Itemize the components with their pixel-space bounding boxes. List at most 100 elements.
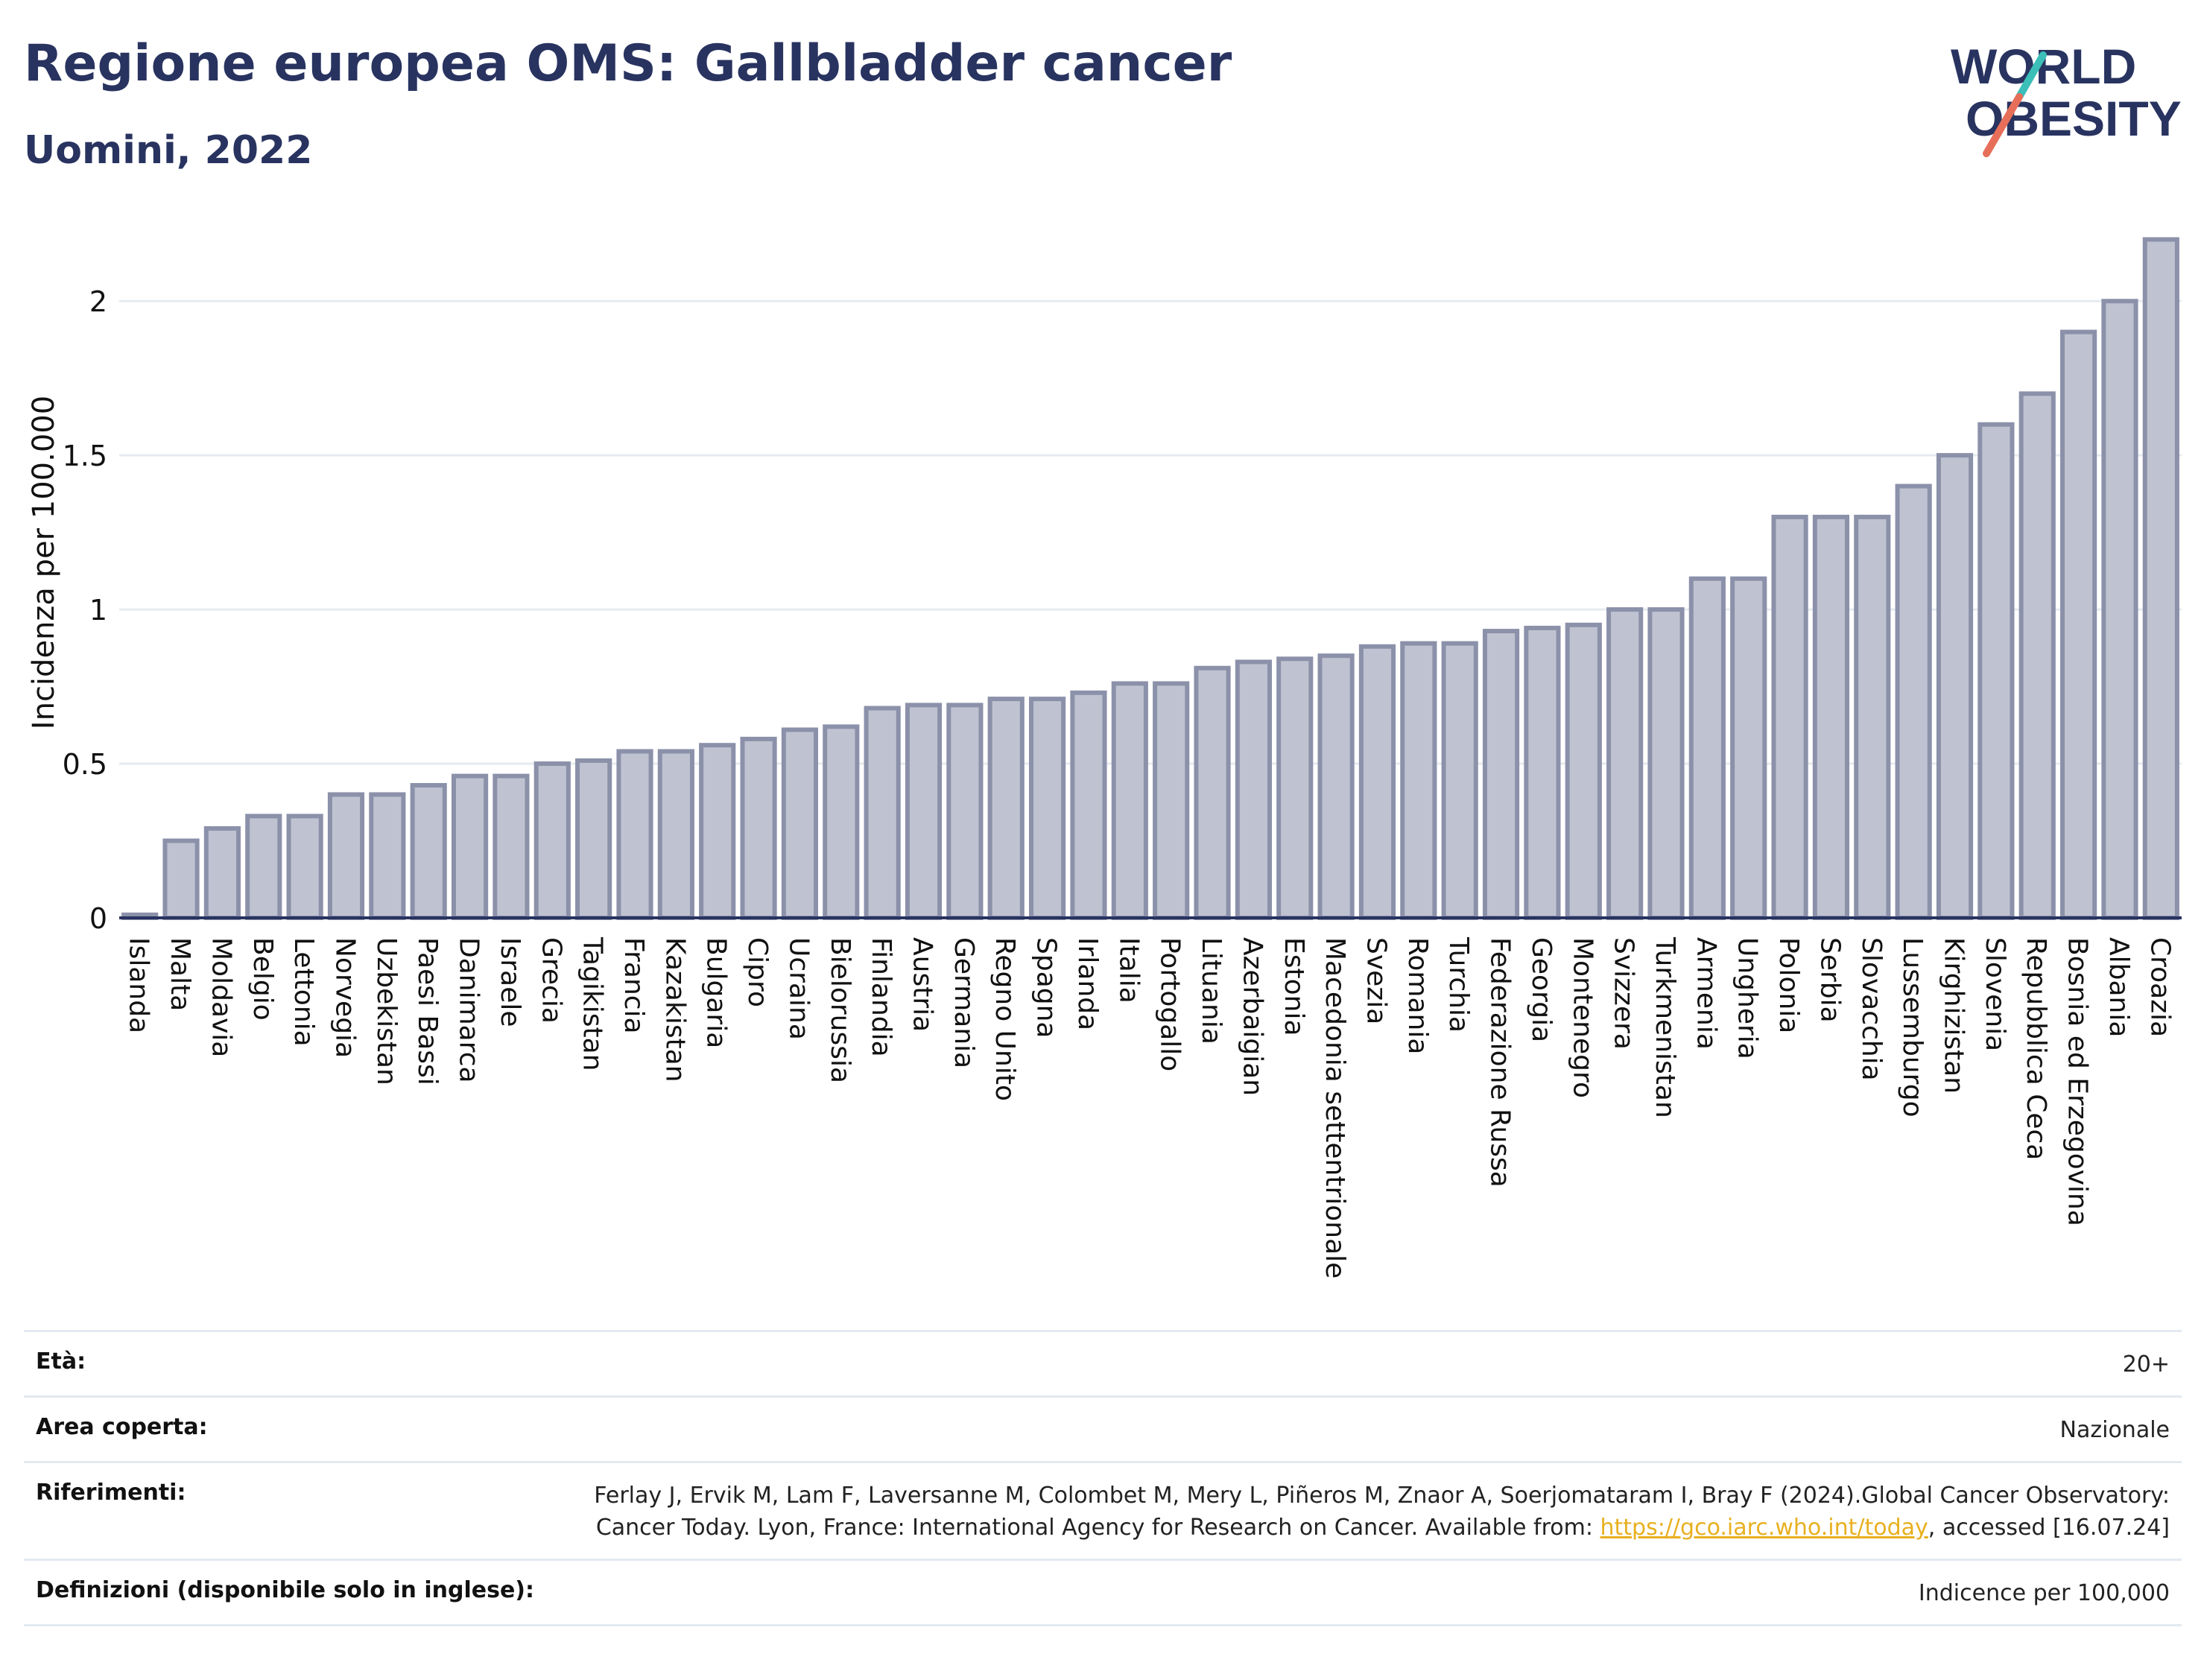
bar[interactable] xyxy=(1029,697,1066,921)
x-tick-label: Portogallo xyxy=(1155,937,1185,1071)
x-tick-label: Armenia xyxy=(1691,937,1721,1050)
x-tick-label: Ucraina xyxy=(783,937,814,1040)
x-tick-label: Azerbaigian xyxy=(1237,937,1267,1096)
bar[interactable] xyxy=(616,749,653,920)
x-tick-label: Romania xyxy=(1402,937,1433,1054)
meta-label-references: Riferimenti: xyxy=(36,1480,186,1506)
bar[interactable] xyxy=(286,814,323,920)
chart-title: Regione europea OMS: Gallbladder cancer xyxy=(24,34,1232,93)
meta-label-area: Area coperta: xyxy=(36,1414,208,1440)
x-tick-label: Svezia xyxy=(1361,937,1391,1024)
bar[interactable] xyxy=(1317,653,1355,920)
bar[interactable] xyxy=(946,703,984,921)
bar[interactable] xyxy=(1441,641,1478,920)
bar[interactable] xyxy=(327,792,365,921)
x-tick-label: Norvegia xyxy=(329,937,360,1058)
logo-word-world: WORLD xyxy=(1951,39,2136,94)
bar[interactable] xyxy=(203,825,241,920)
bar[interactable] xyxy=(162,838,200,920)
meta-value-area: Nazionale xyxy=(2059,1417,2170,1443)
bar[interactable] xyxy=(1606,607,1644,921)
x-tick-label: Irlanda xyxy=(1072,937,1103,1030)
x-tick-label: Montenegro xyxy=(1567,937,1597,1098)
bar[interactable] xyxy=(1565,622,1602,920)
logo-slash-top xyxy=(2015,51,2047,101)
bar[interactable] xyxy=(781,727,819,921)
bar[interactable] xyxy=(1771,514,1808,920)
x-tick-label: Bosnia ed Erzegovina xyxy=(2062,937,2093,1226)
bar[interactable] xyxy=(1647,607,1685,921)
chart-subtitle: Uomini, 2022 xyxy=(24,128,313,173)
bar[interactable] xyxy=(1688,576,1726,921)
y-tick-label: 2 xyxy=(89,285,107,318)
x-tick-label: Finlandia xyxy=(866,937,896,1057)
meta-value-definitions: Indicence per 100,000 xyxy=(1918,1580,2170,1606)
bar[interactable] xyxy=(533,761,571,920)
bar[interactable] xyxy=(1524,625,1561,920)
x-tick-label: Ungheria xyxy=(1732,937,1763,1059)
bar[interactable] xyxy=(410,783,447,920)
x-tick-label: Croazia xyxy=(2144,937,2175,1037)
bar[interactable] xyxy=(1812,514,1850,920)
x-tick-label: Malta xyxy=(165,937,195,1011)
meta-value-age: 20+ xyxy=(2122,1351,2170,1378)
y-tick-label: 1.5 xyxy=(63,440,107,472)
bar[interactable] xyxy=(657,749,694,920)
bar[interactable] xyxy=(987,697,1025,921)
bar[interactable] xyxy=(369,792,406,921)
bar-chart: 0 0.5 1 1.5 2 Islanda Malta Moldavia Belgio Letto… xyxy=(27,237,2182,1278)
bar[interactable] xyxy=(493,773,530,920)
logo-slash-bottom xyxy=(1983,93,2023,157)
x-tick-label: Germania xyxy=(949,937,979,1068)
bar[interactable] xyxy=(864,706,901,920)
x-tick-label: Tagikistan xyxy=(577,936,608,1071)
x-tick-label: Repubblica Ceca xyxy=(2021,937,2051,1160)
bar[interactable] xyxy=(1358,644,1396,920)
bar[interactable] xyxy=(1235,659,1272,920)
bar[interactable] xyxy=(905,703,943,921)
bar[interactable] xyxy=(451,773,489,920)
x-tick-label: Polonia xyxy=(1773,937,1804,1033)
bar[interactable] xyxy=(2060,329,2097,920)
bar[interactable] xyxy=(245,814,282,920)
bar[interactable] xyxy=(2142,237,2179,920)
meta-row-area: Area coperta: Nazionale xyxy=(24,1395,2182,1461)
x-tick-label: Albania xyxy=(2103,937,2134,1037)
world-obesity-logo[interactable]: WORLD OBESITY xyxy=(1937,30,2191,164)
bar[interactable] xyxy=(2018,391,2056,920)
x-tick-label: Lussemburgo xyxy=(1897,937,1928,1118)
bar[interactable] xyxy=(1111,681,1148,920)
x-tick-label: Danimarca xyxy=(454,937,484,1083)
bar[interactable] xyxy=(1854,514,1891,920)
bar[interactable] xyxy=(1730,576,1767,921)
x-tick-label: Uzbekistan xyxy=(371,937,402,1085)
bar[interactable] xyxy=(699,743,736,920)
x-tick-label: Kirghizistan xyxy=(1939,937,1969,1094)
x-tick-label: Francia xyxy=(618,937,649,1034)
meta-row-definitions: Definizioni (disponibile solo in inglese… xyxy=(24,1559,2182,1626)
bar[interactable] xyxy=(1153,681,1190,920)
bar[interactable] xyxy=(1194,665,1231,920)
y-tick-label: 0.5 xyxy=(63,748,107,781)
x-tick-label: Austria xyxy=(908,937,938,1032)
bar[interactable] xyxy=(1936,453,1974,920)
x-tick-label: Bielorussia xyxy=(825,937,855,1083)
bar[interactable] xyxy=(823,724,860,920)
x-tick-label: Cipro xyxy=(742,937,773,1007)
bar[interactable] xyxy=(740,736,777,920)
x-tick-label: Slovacchia xyxy=(1856,937,1887,1081)
bar[interactable] xyxy=(1070,690,1107,921)
meta-label-definitions: Definizioni (disponibile solo in inglese… xyxy=(36,1577,534,1603)
x-tick-label: Svizzera xyxy=(1609,937,1639,1050)
bar[interactable] xyxy=(1276,656,1314,920)
bar[interactable] xyxy=(1400,641,1437,920)
x-tick-label: Serbia xyxy=(1814,937,1845,1023)
reference-link[interactable]: https://gco.iarc.who.int/today xyxy=(1600,1515,1928,1541)
bar[interactable] xyxy=(2101,299,2138,921)
bar[interactable] xyxy=(1895,484,1932,920)
bar[interactable] xyxy=(1482,629,1520,920)
y-axis-label: Incidenza per 100.000 xyxy=(27,396,61,729)
bar[interactable] xyxy=(1977,422,2015,920)
bar[interactable] xyxy=(575,758,612,921)
x-tick-label: Federazione Russa xyxy=(1485,937,1516,1188)
